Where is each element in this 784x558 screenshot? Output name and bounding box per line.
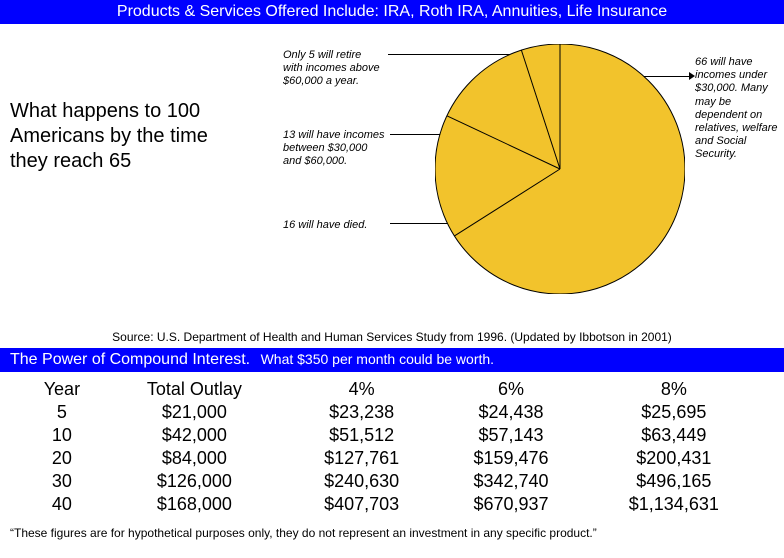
table-cell: $24,438 <box>436 401 585 424</box>
table-cell: $42,000 <box>102 424 287 447</box>
table-col-header: 6% <box>436 378 585 401</box>
table-cell: 40 <box>22 493 102 516</box>
products-banner: Products & Services Offered Include: IRA… <box>0 0 784 24</box>
table-col-header: 4% <box>287 378 436 401</box>
table-cell: $407,703 <box>287 493 436 516</box>
source-text: Source: U.S. Department of Health and Hu… <box>0 330 784 344</box>
table-col-header: 8% <box>586 378 762 401</box>
table-col-header: Year <box>22 378 102 401</box>
table-cell: $342,740 <box>436 470 585 493</box>
annotation-66: 66 will have incomes under $30,000. Many… <box>695 56 780 162</box>
table-cell: 30 <box>22 470 102 493</box>
table-cell: $126,000 <box>102 470 287 493</box>
table-row: 20$84,000$127,761$159,476$200,431 <box>22 447 762 470</box>
table-cell: $57,143 <box>436 424 585 447</box>
compound-banner-main: The Power of Compound Interest. <box>10 351 250 368</box>
table-cell: $25,695 <box>586 401 762 424</box>
table-cell: $240,630 <box>287 470 436 493</box>
table-row: 5$21,000$23,238$24,438$25,695 <box>22 401 762 424</box>
table-cell: $51,512 <box>287 424 436 447</box>
table-body: 5$21,000$23,238$24,438$25,69510$42,000$5… <box>22 401 762 516</box>
compound-table: YearTotal Outlay4%6%8% 5$21,000$23,238$2… <box>22 378 762 516</box>
table-cell: $200,431 <box>586 447 762 470</box>
table-cell: $496,165 <box>586 470 762 493</box>
table-cell: 10 <box>22 424 102 447</box>
compound-banner-sub: What $350 per month could be worth. <box>261 351 494 367</box>
table-cell: $670,937 <box>436 493 585 516</box>
table-row: 10$42,000$51,512$57,143$63,449 <box>22 424 762 447</box>
annotation-5: Only 5 will retire with incomes above $6… <box>283 49 383 89</box>
table-header-row: YearTotal Outlay4%6%8% <box>22 378 762 401</box>
disclaimer: “These figures are for hypothetical purp… <box>10 526 784 540</box>
arrowhead-right <box>687 71 697 81</box>
table-row: 40$168,000$407,703$670,937$1,134,631 <box>22 493 762 516</box>
compound-banner: The Power of Compound Interest. What $35… <box>0 348 784 372</box>
table-cell: $84,000 <box>102 447 287 470</box>
annotation-13: 13 will have incomes between $30,000 and… <box>283 129 388 169</box>
table-cell: $168,000 <box>102 493 287 516</box>
annotation-16: 16 will have died. <box>283 219 393 232</box>
table-col-header: Total Outlay <box>102 378 287 401</box>
pie-chart <box>435 44 685 294</box>
table-cell: 20 <box>22 447 102 470</box>
chart-section: What happens to 100 Americans by the tim… <box>0 24 784 324</box>
chart-title: What happens to 100 Americans by the tim… <box>10 99 240 174</box>
table-cell: $63,449 <box>586 424 762 447</box>
table-cell: $127,761 <box>287 447 436 470</box>
table-row: 30$126,000$240,630$342,740$496,165 <box>22 470 762 493</box>
table-cell: $23,238 <box>287 401 436 424</box>
table-cell: $1,134,631 <box>586 493 762 516</box>
table-cell: 5 <box>22 401 102 424</box>
table-cell: $159,476 <box>436 447 585 470</box>
table-cell: $21,000 <box>102 401 287 424</box>
